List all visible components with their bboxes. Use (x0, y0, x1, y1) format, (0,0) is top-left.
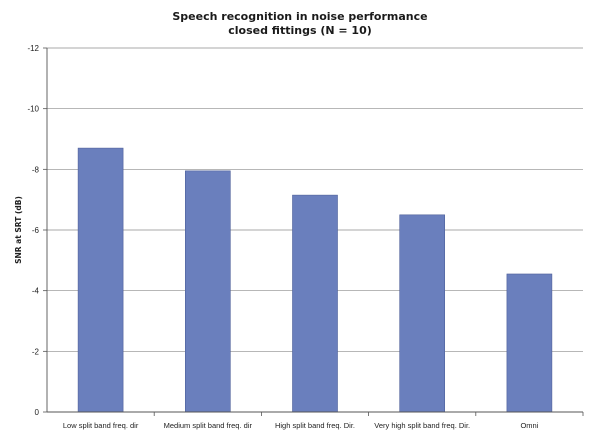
y-tick-label: -10 (27, 105, 39, 114)
chart-title: Speech recognition in noise performance (172, 10, 428, 23)
x-category-label: Omni (520, 421, 538, 430)
x-category-label: Very high split band freq. Dir. (374, 421, 470, 430)
y-tick-label: -2 (32, 347, 40, 356)
x-category-labels: Low split band freq. dir Medium split ban… (63, 421, 539, 430)
chart-subtitle: closed fittings (N = 10) (228, 24, 372, 37)
bar (399, 214, 446, 413)
bars (77, 147, 553, 413)
bar (185, 170, 231, 413)
y-tick-label: 0 (35, 408, 40, 417)
y-tick-labels: -12 -10 -8 -6 -4 -2 0 (27, 44, 39, 417)
y-tick-label: -4 (32, 287, 40, 296)
x-category-label: Medium split band freq. dir (164, 421, 253, 430)
y-tick-label: -6 (32, 226, 40, 235)
x-category-label: High split band freq. Dir. (275, 421, 355, 430)
axes (43, 47, 584, 416)
y-axis-label: SNR at SRT (dB) (14, 196, 23, 264)
bar (292, 194, 338, 413)
bar (506, 273, 553, 413)
y-tick-label: -8 (32, 165, 40, 174)
x-category-label: Low split band freq. dir (63, 421, 139, 430)
bar (77, 147, 124, 413)
y-tick-label: -12 (27, 44, 39, 53)
